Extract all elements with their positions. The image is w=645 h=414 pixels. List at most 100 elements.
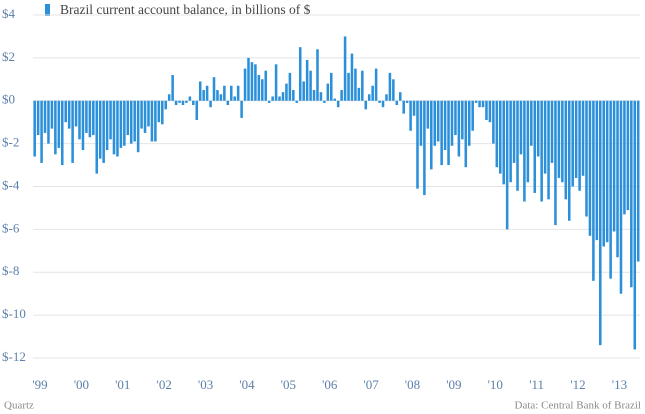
bar: [223, 85, 226, 101]
bar: [461, 100, 464, 140]
bar: [481, 100, 485, 108]
x-tick-label: '09: [446, 377, 461, 392]
bar: [633, 100, 637, 350]
bar: [271, 96, 274, 101]
bar: [547, 100, 550, 200]
bar: [164, 100, 168, 110]
bar: [457, 100, 461, 157]
bar: [592, 100, 595, 281]
bar: [312, 90, 316, 101]
bar: [350, 53, 354, 101]
bar: [167, 94, 171, 101]
bar: [381, 100, 385, 108]
bar: [585, 100, 588, 217]
x-tick-label: '00: [74, 377, 89, 392]
bar: [274, 64, 278, 101]
bar: [626, 100, 630, 211]
bar: [361, 70, 364, 101]
bar: [419, 100, 423, 146]
bar: [209, 100, 212, 108]
bar: [330, 72, 333, 101]
bar: [488, 100, 492, 123]
bar: [574, 100, 578, 178]
bar: [471, 100, 474, 131]
bar: [405, 100, 409, 103]
bar: [498, 100, 502, 174]
bar: [81, 100, 85, 151]
bar: [630, 100, 633, 288]
bar: [502, 100, 505, 185]
bar: [605, 100, 609, 243]
bar: [88, 100, 92, 138]
bar: [143, 100, 147, 133]
bar: [192, 100, 195, 106]
bar: [374, 68, 378, 101]
bar: [398, 92, 402, 101]
bar: [250, 62, 254, 101]
bar: [50, 100, 54, 129]
bar: [240, 100, 243, 118]
bar: [102, 100, 105, 163]
bar: [247, 57, 250, 101]
bar: [188, 96, 192, 101]
x-tick-label: '07: [363, 377, 379, 392]
credit: Quartz: [4, 400, 34, 412]
x-tick-label: '06: [322, 377, 338, 392]
bar: [478, 100, 481, 108]
bar: [333, 98, 336, 101]
bar: [264, 70, 268, 101]
bar: [226, 100, 230, 106]
bar: [309, 70, 312, 101]
bar: [161, 100, 164, 125]
bar: [340, 90, 343, 101]
y-tick-label: $-2: [2, 135, 19, 150]
bar: [388, 72, 392, 101]
bar: [98, 100, 102, 159]
x-tick-label: '11: [529, 377, 544, 392]
bar: [288, 72, 292, 101]
bar: [171, 75, 174, 101]
bar: [492, 100, 495, 144]
bar: [233, 96, 236, 101]
bar: [47, 100, 50, 144]
x-tick-label: '05: [281, 377, 296, 392]
bar: [116, 100, 119, 157]
bar: [95, 100, 99, 174]
bar: [612, 100, 616, 232]
bar: [474, 100, 478, 103]
y-tick-label: $-6: [2, 220, 20, 235]
bar: [157, 100, 161, 123]
bar: [416, 100, 419, 189]
bar: [323, 100, 326, 103]
bar: [450, 100, 454, 146]
bar: [205, 85, 209, 101]
bar: [343, 36, 347, 101]
bar: [564, 100, 568, 200]
bar: [336, 100, 340, 108]
bar: [519, 100, 523, 155]
bar: [357, 87, 361, 101]
bar: [616, 100, 619, 258]
x-tick-label: '02: [156, 377, 171, 392]
bar: [298, 47, 302, 101]
bar: [540, 100, 543, 202]
x-tick-label: '03: [198, 377, 213, 392]
bar: [109, 100, 112, 140]
bar: [305, 60, 309, 101]
bar: [436, 100, 440, 142]
bar: [536, 100, 540, 157]
bar: [599, 100, 602, 346]
bar: [254, 64, 257, 101]
bar: [378, 100, 381, 103]
bar: [581, 100, 585, 176]
bar: [433, 100, 437, 146]
bar: [74, 100, 78, 127]
x-tick-label: '08: [405, 377, 420, 392]
bar: [495, 100, 499, 168]
bar: [119, 100, 123, 148]
bar: [354, 68, 357, 101]
bar: [392, 79, 395, 101]
bar: [371, 85, 374, 101]
bar: [67, 100, 71, 129]
